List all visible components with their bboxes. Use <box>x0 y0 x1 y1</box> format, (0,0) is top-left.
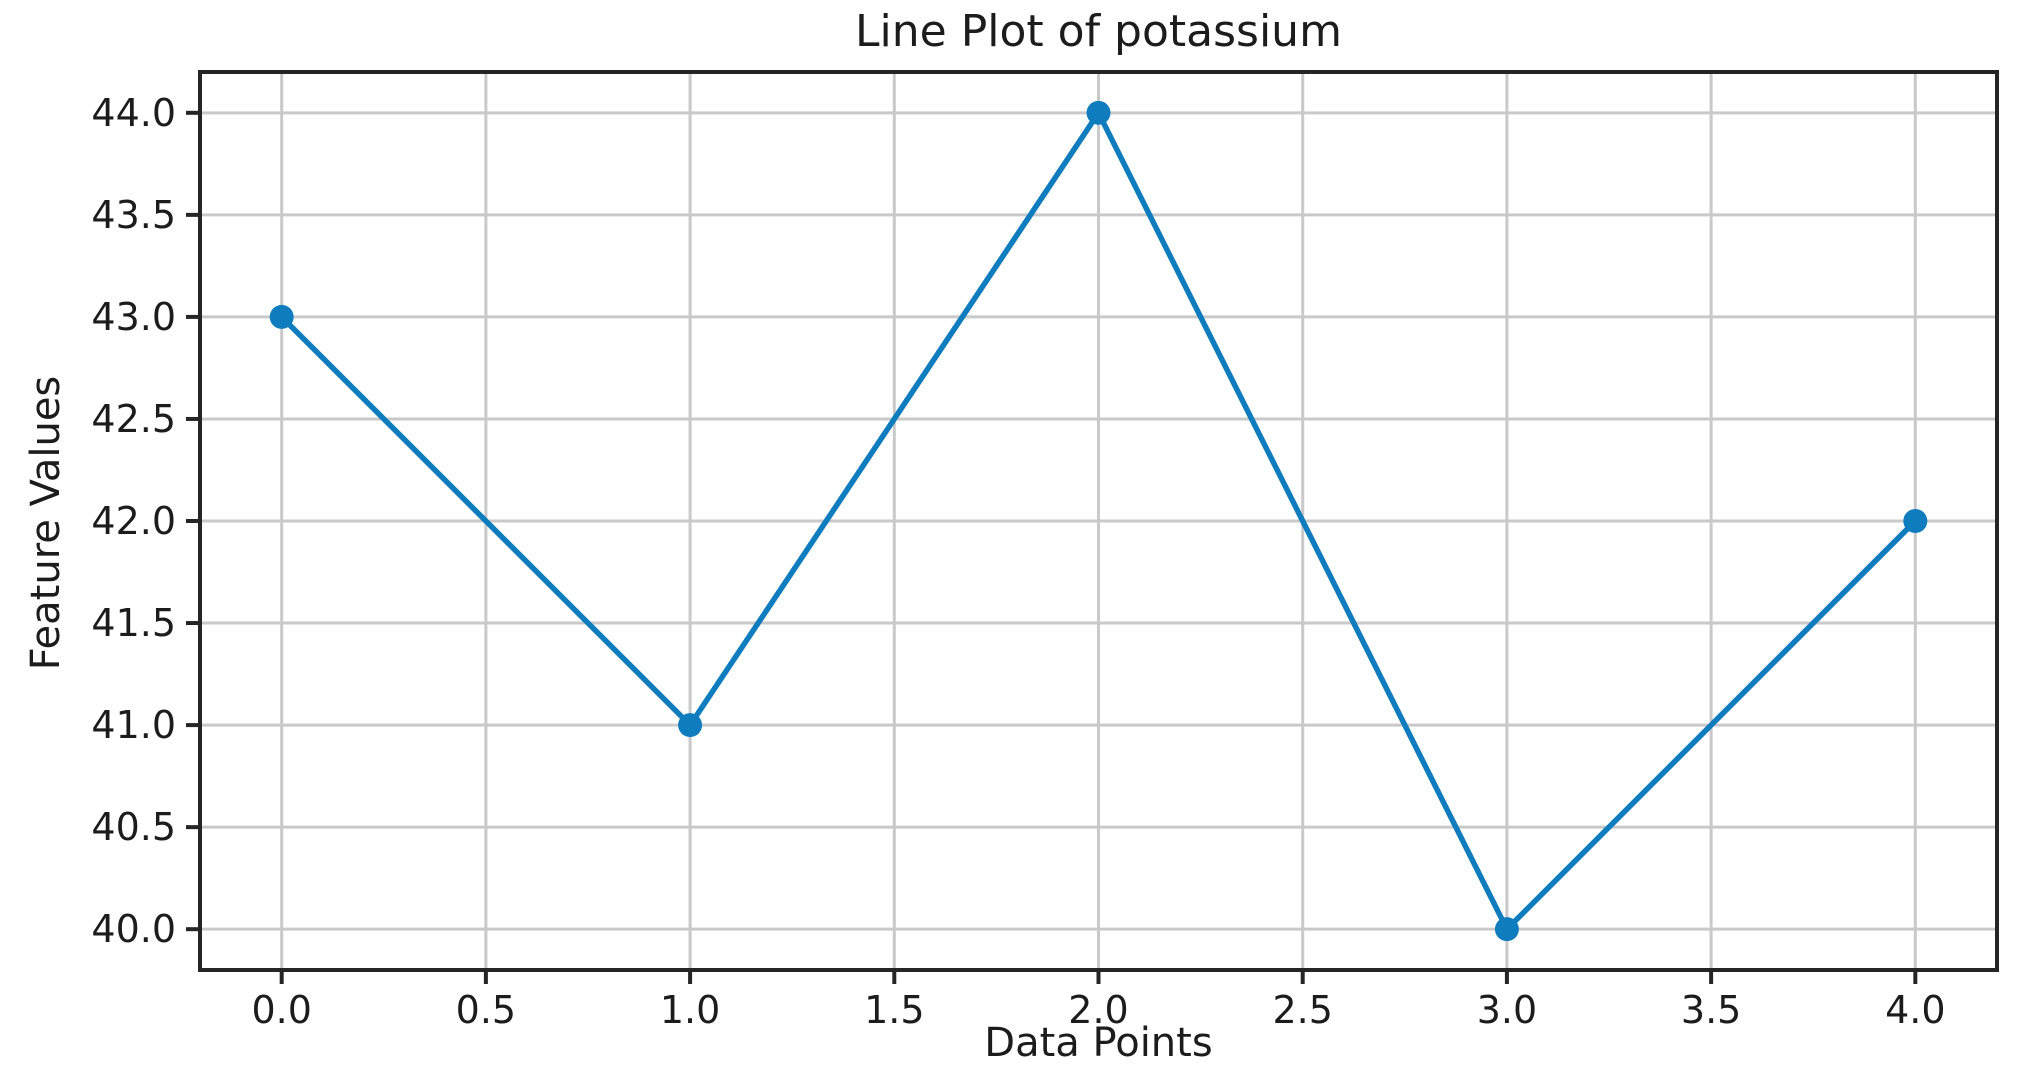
y-tick-label: 42.0 <box>91 499 176 543</box>
y-tick-label: 43.0 <box>91 294 176 339</box>
x-tick-label: 1.5 <box>864 988 925 1032</box>
data-point <box>1086 100 1111 125</box>
y-tick-label: 40.5 <box>91 805 176 850</box>
chart-title: Line Plot of potassium <box>855 6 1342 57</box>
x-tick-label: 3.5 <box>1680 988 1742 1032</box>
x-tick-label: 0.0 <box>251 988 312 1032</box>
x-tick-label: 1.0 <box>659 988 721 1032</box>
data-point <box>1903 509 1928 533</box>
x-axis-label: Data Points <box>984 1020 1213 1066</box>
y-tick-label: 42.5 <box>91 396 176 441</box>
x-tick-label: 0.5 <box>455 988 517 1032</box>
y-tick-label: 41.0 <box>91 703 176 748</box>
y-tick-label: 41.5 <box>91 601 176 646</box>
x-tick-label: 3.0 <box>1476 988 1538 1032</box>
data-point <box>678 713 703 738</box>
y-tick-label: 43.5 <box>91 192 176 237</box>
x-tick-label: 2.5 <box>1272 988 1333 1032</box>
data-point <box>269 304 294 329</box>
x-tick-label: 4.0 <box>1885 988 1946 1032</box>
data-point <box>1494 917 1519 942</box>
y-tick-label: 44.0 <box>91 90 176 135</box>
y-tick-label: 40.0 <box>91 907 176 952</box>
y-axis-label: Feature Values <box>23 375 69 671</box>
x-tick-label: 2.0 <box>1068 988 1129 1032</box>
